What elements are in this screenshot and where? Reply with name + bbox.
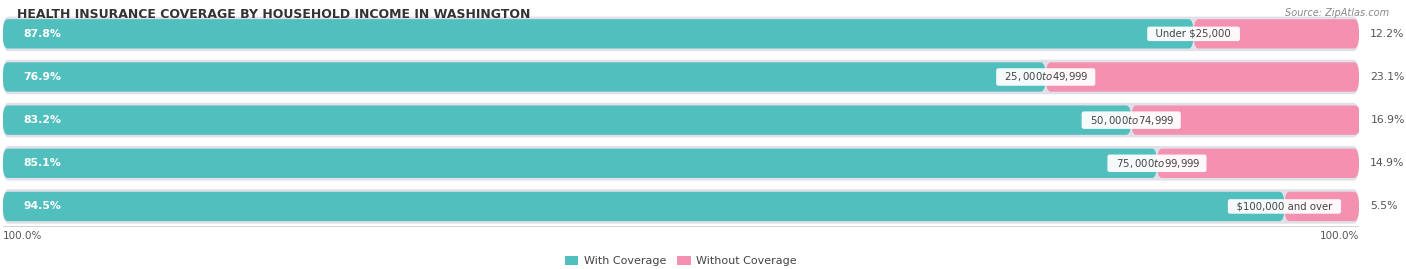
FancyBboxPatch shape — [3, 192, 1285, 221]
Text: 23.1%: 23.1% — [1369, 72, 1405, 82]
FancyBboxPatch shape — [3, 60, 1360, 94]
FancyBboxPatch shape — [3, 105, 1132, 135]
FancyBboxPatch shape — [3, 146, 1360, 180]
Text: $100,000 and over: $100,000 and over — [1230, 201, 1339, 211]
Text: 87.8%: 87.8% — [22, 29, 60, 39]
FancyBboxPatch shape — [1046, 62, 1360, 92]
Text: 83.2%: 83.2% — [22, 115, 60, 125]
FancyBboxPatch shape — [3, 149, 1157, 178]
Text: 85.1%: 85.1% — [22, 158, 60, 168]
FancyBboxPatch shape — [3, 19, 1194, 48]
Text: $50,000 to $74,999: $50,000 to $74,999 — [1084, 114, 1178, 127]
Legend: With Coverage, Without Coverage: With Coverage, Without Coverage — [561, 251, 801, 269]
Text: $25,000 to $49,999: $25,000 to $49,999 — [998, 70, 1092, 83]
Text: 100.0%: 100.0% — [3, 231, 42, 241]
Text: 100.0%: 100.0% — [1320, 231, 1360, 241]
FancyBboxPatch shape — [1285, 192, 1360, 221]
FancyBboxPatch shape — [1157, 149, 1360, 178]
Text: 12.2%: 12.2% — [1369, 29, 1405, 39]
FancyBboxPatch shape — [1132, 105, 1361, 135]
Text: Under $25,000: Under $25,000 — [1150, 29, 1237, 39]
FancyBboxPatch shape — [3, 103, 1360, 137]
Text: $75,000 to $99,999: $75,000 to $99,999 — [1109, 157, 1205, 170]
Text: 5.5%: 5.5% — [1369, 201, 1398, 211]
Text: Source: ZipAtlas.com: Source: ZipAtlas.com — [1285, 8, 1389, 18]
FancyBboxPatch shape — [3, 189, 1360, 224]
Text: 76.9%: 76.9% — [22, 72, 60, 82]
Text: 16.9%: 16.9% — [1371, 115, 1406, 125]
Text: 94.5%: 94.5% — [22, 201, 60, 211]
Text: HEALTH INSURANCE COVERAGE BY HOUSEHOLD INCOME IN WASHINGTON: HEALTH INSURANCE COVERAGE BY HOUSEHOLD I… — [17, 8, 530, 21]
Text: 14.9%: 14.9% — [1369, 158, 1405, 168]
FancyBboxPatch shape — [3, 17, 1360, 51]
FancyBboxPatch shape — [1194, 19, 1360, 48]
FancyBboxPatch shape — [3, 62, 1046, 92]
